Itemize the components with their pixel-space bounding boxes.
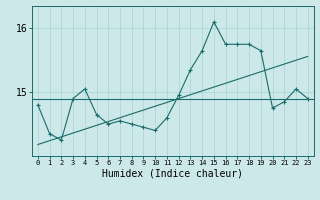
X-axis label: Humidex (Indice chaleur): Humidex (Indice chaleur) [102,169,243,179]
